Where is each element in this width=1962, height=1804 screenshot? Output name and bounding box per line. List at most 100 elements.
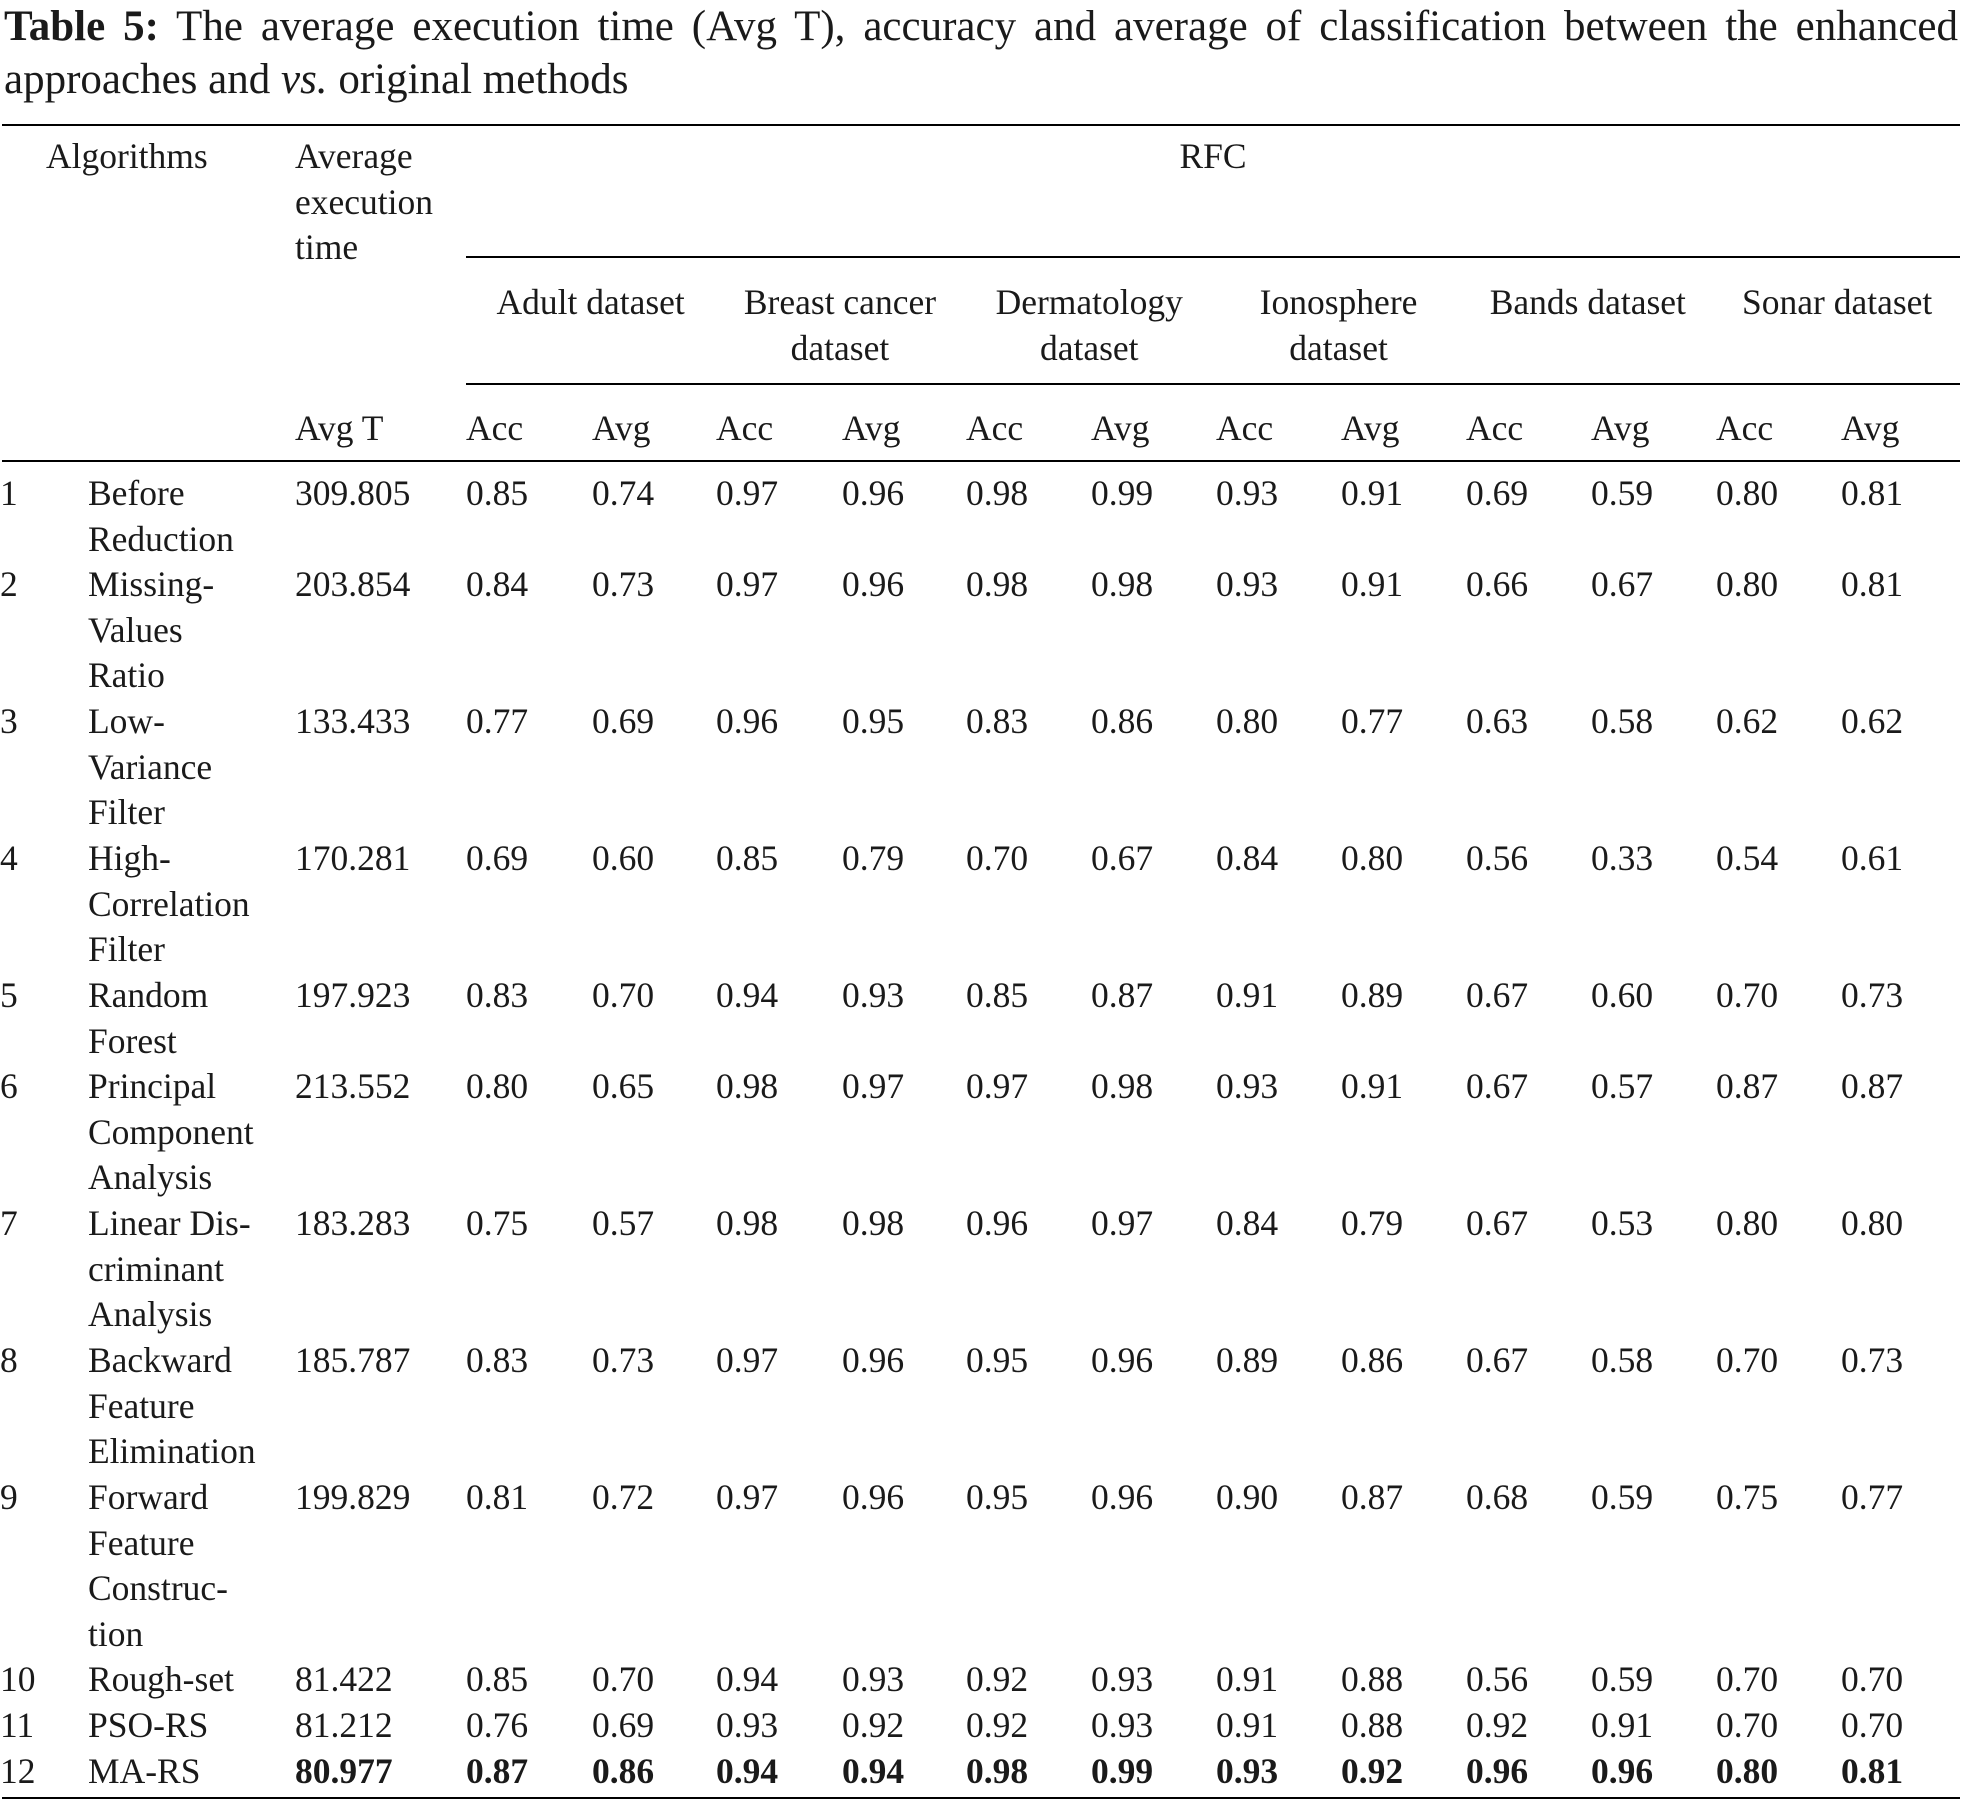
caption-text: The average execution time (Avg T), accu… [4,3,1959,103]
row-avg-value: 0.81 [1841,564,1904,604]
row-avg-value: 0.77 [1841,1477,1904,1517]
row-acc-value: 0.76 [466,1705,529,1745]
row-avg-value: 0.57 [592,1203,655,1243]
row-avg-value: 0.91 [1341,473,1404,513]
row-acc-value: 0.94 [716,975,779,1015]
row-avg-value: 0.67 [1091,838,1154,878]
row-avg-value: 0.97 [1091,1203,1154,1243]
row-acc-value: 0.56 [1466,838,1529,878]
row-algorithm-name: Component [88,1111,254,1152]
row-acc-value: 0.69 [466,838,529,878]
row-acc-value: 0.56 [1466,1659,1529,1699]
row-acc-value: 0.75 [466,1203,529,1243]
row-acc-value: 0.97 [716,564,779,604]
row-acc-value: 0.84 [1216,1203,1279,1243]
row-avg-value: 0.73 [1841,975,1904,1015]
row-avg-value: 0.79 [1341,1203,1404,1243]
row-avg-value: 0.96 [842,1477,905,1517]
row-avg-value: 0.97 [842,1066,905,1106]
row-avg-value: 0.72 [592,1477,655,1517]
row-avg-value: 0.88 [1341,1659,1404,1699]
row-avg-value: 0.79 [842,838,905,878]
row-avg-value: 0.98 [1091,1066,1154,1106]
row-avg-value: 0.94 [842,1751,905,1791]
row-acc-value: 0.93 [1216,564,1279,604]
header-rfc: RFC [1179,136,1247,176]
row-avg-time: 170.281 [295,838,411,878]
row-acc-value: 0.80 [1716,564,1779,604]
row-algorithm-name: Forward [88,1477,209,1517]
row-avg-value: 0.93 [842,975,905,1015]
row-algorithm-name: Variance [88,746,213,787]
row-avg-value: 0.53 [1591,1203,1654,1243]
row-algorithm-name: Forest [88,1020,177,1061]
row-avg-value: 0.80 [1341,838,1404,878]
header-acc: Acc [1716,408,1774,448]
row-avg-value: 0.74 [592,473,655,513]
row-number: 5 [0,975,18,1015]
row-acc-value: 0.70 [1716,975,1779,1015]
row-acc-value: 0.93 [1216,1751,1279,1791]
row-avg-time: 183.283 [295,1203,411,1243]
rfc-rule [466,256,1960,258]
row-algorithm-name: MA-RS [88,1751,201,1791]
header-acc: Acc [716,408,774,448]
row-number: 11 [0,1705,35,1745]
header-avg: Avg [842,408,901,448]
row-acc-value: 0.84 [1216,838,1279,878]
row-algorithm-name: PSO-RS [88,1705,209,1745]
row-avg-value: 0.96 [1591,1751,1654,1791]
row-avg-value: 0.70 [592,1659,655,1699]
row-avg-value: 0.91 [1591,1705,1654,1745]
row-acc-value: 0.93 [1216,1066,1279,1106]
row-acc-value: 0.77 [466,701,529,741]
row-avg-value: 0.96 [1091,1340,1154,1380]
header-dataset: dataset [790,327,890,368]
row-algorithm-name: tion [88,1613,144,1654]
row-avg-value: 0.62 [1841,701,1904,741]
row-acc-value: 0.70 [1716,1340,1779,1380]
header-dataset: Adult dataset [496,282,685,322]
row-avg-value: 0.81 [1841,473,1904,513]
header-acc: Acc [966,408,1024,448]
row-acc-value: 0.84 [466,564,529,604]
row-avg-value: 0.73 [1841,1340,1904,1380]
row-acc-value: 0.62 [1716,701,1779,741]
row-acc-value: 0.93 [1216,473,1279,513]
row-number: 3 [0,701,18,741]
row-avg-value: 0.60 [1591,975,1654,1015]
row-acc-value: 0.70 [1716,1705,1779,1745]
row-algorithm-name: Analysis [88,1157,213,1197]
row-acc-value: 0.96 [966,1203,1029,1243]
row-avg-value: 0.95 [842,701,905,741]
row-avg-value: 0.73 [592,1340,655,1380]
row-acc-value: 0.66 [1466,564,1529,604]
header-avg: Avg [1841,408,1900,448]
header-dataset: Sonar dataset [1742,282,1933,322]
row-avg-value: 0.59 [1591,1477,1654,1517]
header-dataset: Breast cancer [743,282,937,322]
row-avg-value: 0.89 [1341,975,1404,1015]
row-algorithm-name: Filter [88,929,165,969]
row-acc-value: 0.85 [966,975,1029,1015]
row-number: 1 [0,473,18,513]
row-acc-value: 0.97 [716,473,779,513]
row-acc-value: 0.92 [1466,1705,1529,1745]
row-acc-value: 0.92 [966,1659,1029,1699]
caption-italic: vs. [280,56,328,103]
row-acc-value: 0.80 [1216,701,1279,741]
row-avg-value: 0.88 [1341,1705,1404,1745]
row-avg-value: 0.69 [592,701,655,741]
bottom-rule [2,1797,1960,1799]
row-acc-value: 0.87 [466,1751,529,1791]
row-acc-value: 0.98 [966,1751,1029,1791]
row-avg-value: 0.99 [1091,473,1154,513]
row-acc-value: 0.85 [466,1659,529,1699]
row-acc-value: 0.68 [1466,1477,1529,1517]
row-acc-value: 0.96 [716,701,779,741]
row-avg-value: 0.96 [842,473,905,513]
row-acc-value: 0.87 [1716,1066,1779,1106]
row-number: 10 [0,1659,36,1699]
row-algorithm-name: Feature [88,1522,195,1563]
header-acc: Acc [1466,408,1524,448]
